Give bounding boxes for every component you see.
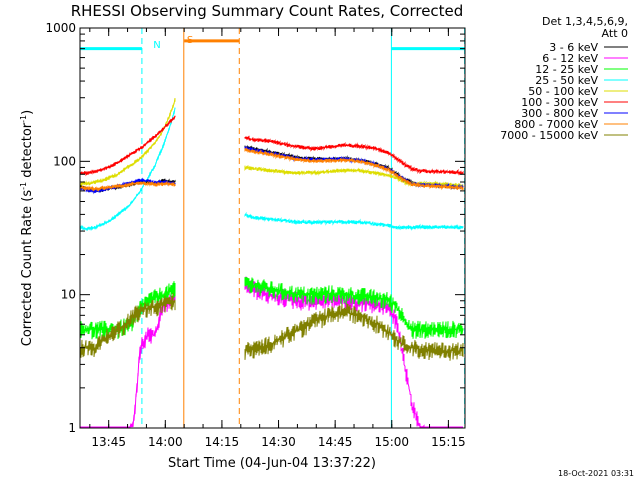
series-line <box>80 293 176 428</box>
series-line <box>79 180 176 192</box>
legend-entry-label: 50 - 100 keV <box>528 85 598 98</box>
x-tick-label: 14:15 <box>205 435 240 449</box>
x-tick-label: 15:00 <box>374 435 409 449</box>
y-tick-label: 100 <box>53 154 76 168</box>
chart-title: RHESSI Observing Summary Count Rates, Co… <box>71 2 464 20</box>
series-line <box>244 211 464 231</box>
series-line <box>79 107 176 232</box>
x-axis: 13:45 14:00 14:15 14:30 14:45 15:00 15:15 <box>89 28 466 449</box>
legend-header-attenuator: Att 0 <box>602 27 628 40</box>
series-3 <box>79 107 464 232</box>
y-label-exp-2: -1 <box>19 115 28 123</box>
mode-interval-label: S <box>187 35 193 46</box>
x-tick-label: 14:45 <box>318 435 353 449</box>
x-tick-label: 15:15 <box>431 435 466 449</box>
series-line <box>244 277 464 339</box>
series-5 <box>79 115 464 177</box>
series-line <box>79 98 176 187</box>
legend-entry-label: 6 - 12 keV <box>542 52 598 65</box>
legend-header-detectors: Det 1,3,4,5,6,9, <box>542 15 628 28</box>
series-8 <box>79 293 464 361</box>
y-label-exp-1: -1 <box>19 182 28 190</box>
x-axis-label: Start Time (04-Jun-04 13:37:22) <box>168 456 376 471</box>
plot-timestamp: 18-Oct-2021 03:31 <box>558 469 634 478</box>
series-line <box>244 303 464 361</box>
y-axis-label: Corrected Count Rate (s-1 detector-1) <box>19 110 35 346</box>
y-label-part-2: detector <box>20 122 35 182</box>
legend-entry-label: 800 - 7000 keV <box>514 118 598 131</box>
plot-frame <box>79 27 466 429</box>
x-tick-label: 14:30 <box>261 435 296 449</box>
legend-entry-label: 100 - 300 keV <box>521 96 598 109</box>
x-tick-label: 14:00 <box>148 435 183 449</box>
series-7 <box>79 146 464 192</box>
x-tick-label: 13:45 <box>91 435 126 449</box>
legend-entry-label: 7000 - 15000 keV <box>500 129 598 142</box>
y-axis: 1 10 100 1000 <box>45 21 465 435</box>
legend-entry-label: 300 - 800 keV <box>521 107 598 120</box>
series-group <box>79 98 464 429</box>
legend-entry-label: 12 - 25 keV <box>535 63 598 76</box>
legend-entry-label: 25 - 50 keV <box>535 74 598 87</box>
legend-entry-label: 3 - 6 keV <box>549 41 598 54</box>
series-line <box>79 293 176 358</box>
mode-interval-label: N <box>153 40 160 51</box>
series-4 <box>79 98 464 188</box>
series-line <box>244 146 464 191</box>
y-label-part-3: ) <box>20 110 35 115</box>
series-line <box>244 135 464 176</box>
y-tick-label: 10 <box>61 288 76 302</box>
y-label-part-1: Corrected Count Rate (s <box>20 190 35 347</box>
series-line <box>79 115 176 177</box>
y-tick-label: 1 <box>68 421 76 435</box>
y-tick-label: 1000 <box>45 21 76 35</box>
